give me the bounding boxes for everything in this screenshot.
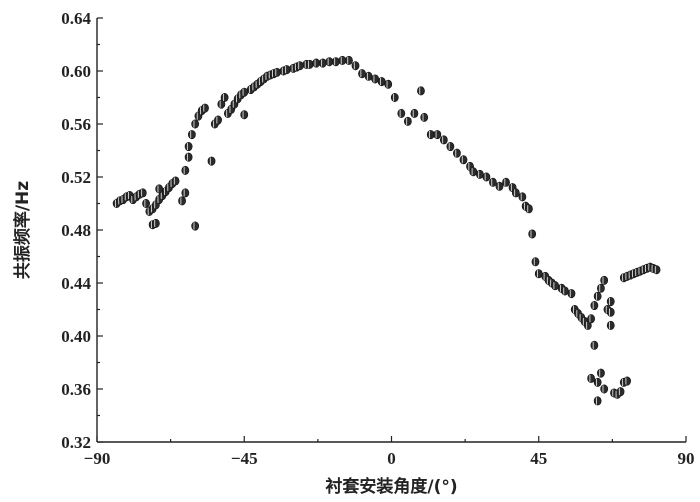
data-point <box>191 221 200 231</box>
data-point <box>597 368 605 378</box>
data-point <box>191 119 200 129</box>
y-tick-label: 0.52 <box>61 168 91 187</box>
data-point <box>201 103 209 113</box>
data-point <box>181 188 190 198</box>
y-tick-label: 0.32 <box>61 433 91 452</box>
data-point <box>534 269 543 279</box>
data-point <box>318 58 327 68</box>
y-tick-label: 0.36 <box>61 380 91 399</box>
x-tick-label: 45 <box>530 449 547 468</box>
y-tick-label: 0.48 <box>61 221 91 240</box>
data-point <box>364 71 373 81</box>
data-point <box>240 110 249 120</box>
data-point <box>184 142 193 152</box>
data-point <box>338 55 347 65</box>
data-point <box>518 192 527 202</box>
data-point <box>593 291 602 301</box>
data-points <box>112 55 661 406</box>
data-point <box>273 67 281 77</box>
data-point <box>587 314 596 324</box>
data-point <box>305 59 314 69</box>
data-point <box>142 199 150 209</box>
y-tick-label: 0.60 <box>61 62 91 81</box>
data-point <box>220 93 229 103</box>
data-point <box>187 130 196 140</box>
data-point <box>417 86 425 96</box>
x-tick-label: 0 <box>387 449 396 468</box>
data-point <box>561 286 569 296</box>
data-point <box>489 177 497 187</box>
data-point <box>397 108 406 118</box>
data-point <box>528 229 537 239</box>
data-point <box>600 275 609 285</box>
data-point <box>446 142 455 152</box>
data-point <box>606 307 615 317</box>
data-point <box>567 289 576 299</box>
data-point <box>587 373 596 383</box>
y-tick-label: 0.64 <box>61 9 91 28</box>
data-point <box>597 283 605 293</box>
data-point <box>295 61 304 71</box>
data-point <box>151 218 160 228</box>
data-point <box>623 376 631 386</box>
data-point <box>138 188 147 198</box>
y-tick-label: 0.44 <box>61 274 91 293</box>
data-point <box>312 58 321 68</box>
data-point <box>600 384 609 394</box>
axes: 0.32 0.36 0.40 0.44 0.48 0.52 0.56 0.60 0.64 −90 −… <box>61 9 694 468</box>
data-point <box>181 165 190 175</box>
data-point <box>439 135 448 145</box>
data-point <box>475 169 484 179</box>
data-point <box>590 301 599 311</box>
data-point <box>469 167 478 177</box>
data-point <box>345 55 353 65</box>
data-point <box>351 61 360 71</box>
data-point <box>511 188 520 198</box>
data-point <box>384 79 393 89</box>
data-point <box>240 87 249 97</box>
data-point <box>482 172 491 182</box>
data-point <box>214 115 222 125</box>
data-point <box>525 204 533 214</box>
data-point <box>551 281 560 291</box>
data-point <box>502 177 510 187</box>
data-point <box>495 181 504 191</box>
x-axis-title: 衬套安装角度/(°) <box>325 476 457 497</box>
data-point <box>616 387 625 397</box>
data-point <box>459 155 468 165</box>
data-point <box>184 152 193 162</box>
data-point <box>282 65 291 75</box>
data-point <box>178 196 186 206</box>
data-point <box>652 265 661 275</box>
data-point <box>377 77 386 87</box>
data-point <box>593 377 602 387</box>
x-tick-label: −45 <box>231 449 258 468</box>
x-tick-label: 90 <box>678 449 695 468</box>
data-point <box>606 320 615 330</box>
data-point <box>433 130 442 140</box>
data-point <box>593 396 602 406</box>
data-point <box>390 93 399 103</box>
data-point <box>426 130 435 140</box>
data-point <box>325 57 334 67</box>
y-tick-label: 0.40 <box>61 327 91 346</box>
data-point <box>410 108 419 118</box>
data-point <box>590 340 599 350</box>
x-tick-label: −90 <box>84 449 111 468</box>
data-point <box>331 57 340 67</box>
data-point <box>155 184 164 194</box>
data-point <box>358 69 366 79</box>
y-axis-title: 共振频率/Hz <box>12 181 33 279</box>
data-point <box>453 148 461 158</box>
data-point <box>531 257 540 267</box>
y-tick-label: 0.56 <box>61 115 91 134</box>
data-point <box>420 112 429 122</box>
data-point <box>606 297 615 307</box>
data-point <box>371 74 380 84</box>
data-point <box>207 156 216 166</box>
data-point <box>171 176 180 186</box>
data-point <box>403 116 412 126</box>
